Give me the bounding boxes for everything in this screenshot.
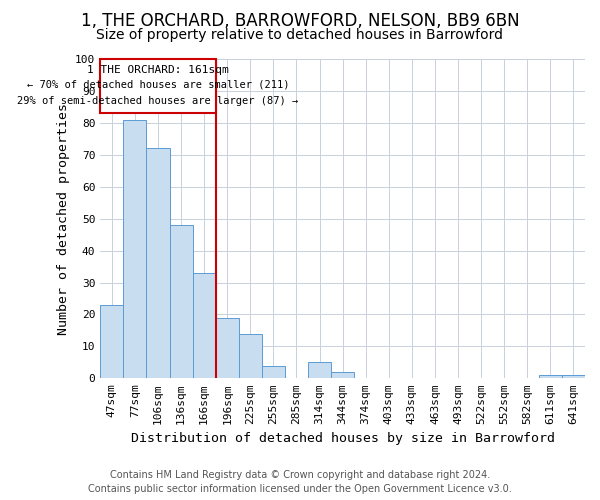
X-axis label: Distribution of detached houses by size in Barrowford: Distribution of detached houses by size … xyxy=(131,432,554,445)
Bar xyxy=(562,375,585,378)
Text: ← 70% of detached houses are smaller (211): ← 70% of detached houses are smaller (21… xyxy=(27,80,289,90)
Bar xyxy=(170,225,193,378)
Text: 1, THE ORCHARD, BARROWFORD, NELSON, BB9 6BN: 1, THE ORCHARD, BARROWFORD, NELSON, BB9 … xyxy=(80,12,520,30)
Bar xyxy=(262,366,285,378)
Bar xyxy=(239,334,262,378)
Bar xyxy=(146,148,170,378)
FancyBboxPatch shape xyxy=(100,59,215,114)
Bar xyxy=(215,318,239,378)
Text: 1 THE ORCHARD: 161sqm: 1 THE ORCHARD: 161sqm xyxy=(87,66,229,76)
Text: 29% of semi-detached houses are larger (87) →: 29% of semi-detached houses are larger (… xyxy=(17,96,299,106)
Bar xyxy=(124,120,146,378)
Bar xyxy=(100,305,124,378)
Bar xyxy=(331,372,354,378)
Text: Size of property relative to detached houses in Barrowford: Size of property relative to detached ho… xyxy=(97,28,503,42)
Bar xyxy=(193,273,215,378)
Bar xyxy=(308,362,331,378)
Text: Contains HM Land Registry data © Crown copyright and database right 2024.
Contai: Contains HM Land Registry data © Crown c… xyxy=(88,470,512,494)
Y-axis label: Number of detached properties: Number of detached properties xyxy=(56,102,70,334)
Bar xyxy=(539,375,562,378)
